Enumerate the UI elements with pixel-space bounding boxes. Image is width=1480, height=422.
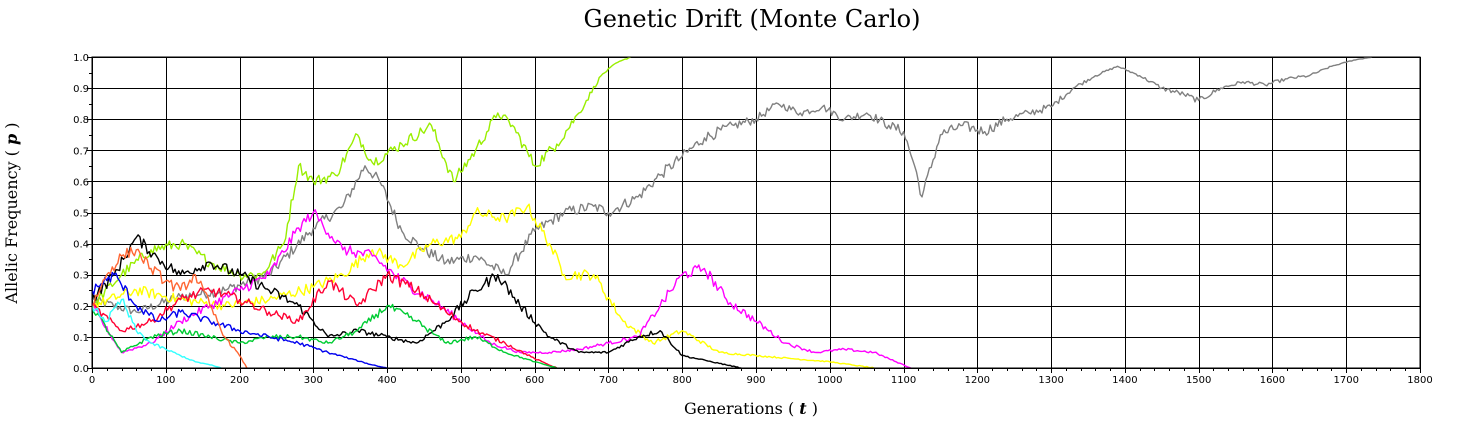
y-tick-label: 0.6 [73,177,89,188]
x-tick-label: 0 [89,375,95,386]
y-tick-label: 1.0 [73,53,89,64]
series-line [91,303,558,369]
series-line [91,56,1373,315]
x-tick-label: 300 [304,375,323,386]
y-axis-variable: p [2,134,21,145]
y-tick-label: 0.4 [73,240,89,251]
x-tick-label: 1000 [817,375,842,386]
x-axis-label-open-paren: ( [783,399,799,418]
x-tick-label: 400 [378,375,397,386]
x-tick-label: 700 [599,375,618,386]
x-tick-label: 900 [746,375,765,386]
y-axis-label-prefix: Allelic Frequency [2,161,21,304]
y-axis-label-close-paren: ) [2,122,21,133]
series-line [91,203,875,369]
x-tick-label: 800 [673,375,692,386]
series-line [91,234,742,369]
x-tick-label: 1100 [891,375,916,386]
y-tick-label: 0.0 [73,364,89,375]
series-line [91,298,222,369]
y-tick-label: 0.7 [73,146,89,157]
x-axis-variable: t [799,399,807,418]
y-tick-label: 0.9 [73,84,89,95]
x-tick-label: 1800 [1407,375,1432,386]
x-tick-label: 1300 [1038,375,1063,386]
series-line [91,56,631,307]
x-tick-label: 1500 [1186,375,1211,386]
chart-title: Genetic Drift (Monte Carlo) [584,5,921,33]
grid-lines [92,57,1421,369]
y-tick-label: 0.3 [73,271,89,282]
series-line [91,271,388,369]
series-line [91,270,558,369]
y-axis-ticks: 0.0 0.1 0.2 0.3 0.4 0.5 0.6 0.7 0.8 0.9 1.0 [73,53,92,375]
x-tick-label: 1600 [1260,375,1285,386]
x-axis-label: Generations ( t ) [684,399,818,418]
x-tick-label: 600 [525,375,544,386]
x-axis-label-prefix: Generations [684,399,783,418]
y-tick-label: 0.5 [73,209,89,220]
y-tick-label: 0.2 [73,302,89,313]
x-tick-label: 1200 [965,375,990,386]
y-tick-label: 0.1 [73,333,89,344]
x-tick-label: 1400 [1112,375,1137,386]
series-layer [91,56,1373,369]
y-axis-label: Allelic Frequency ( p ) [2,122,21,304]
x-axis-label-close-paren: ) [807,399,818,418]
x-tick-label: 500 [451,375,470,386]
x-tick-label: 100 [156,375,175,386]
y-tick-label: 0.8 [73,115,89,126]
y-axis-label-open-paren: ( [2,145,21,161]
series-line [91,209,912,369]
x-tick-label: 200 [230,375,249,386]
series-line [91,246,248,369]
x-tick-label: 1700 [1333,375,1358,386]
x-axis-ticks: 0 100 200 300 400 500 600 700 800 900 1000 1100 1200… [89,368,1433,386]
